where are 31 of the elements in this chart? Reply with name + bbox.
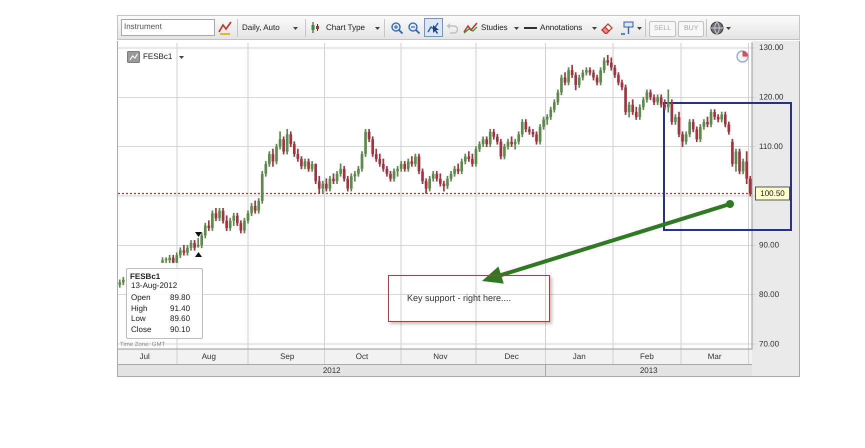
text: Open 89.80	[131, 293, 190, 302]
y-tick-label: 110.00	[759, 142, 784, 151]
text: 2013	[640, 366, 658, 376]
text: High 91.40	[131, 304, 190, 313]
x-tick-label: Dec	[504, 352, 519, 362]
x-tick-label: Jul	[140, 352, 150, 362]
annotation: Key support - right here....	[407, 293, 512, 304]
x-tick-label: Nov	[433, 352, 448, 362]
ref-line-label: 100.50	[760, 189, 786, 198]
text: Chart Type	[326, 23, 365, 33]
annotation: 13-Aug-2012	[131, 281, 178, 291]
y-tick-label: 70.00	[759, 339, 780, 348]
text: Studies	[481, 23, 508, 33]
x-tick-label: Mar	[708, 352, 722, 362]
annotation: FESBc1	[143, 52, 172, 62]
text: Annotations	[540, 23, 582, 33]
y-tick-label: 120.00	[759, 92, 784, 102]
annotation: FESBc1	[130, 272, 160, 282]
x-tick-label: Sep	[280, 352, 295, 362]
x-tick-label: Oct	[356, 352, 369, 362]
text: Daily, Auto	[242, 23, 280, 33]
text: Close 90.10	[131, 325, 190, 334]
y-tick-label: 90.00	[759, 240, 780, 250]
x-tick-label: Jan	[572, 352, 586, 362]
text: Low 89.60	[131, 314, 190, 324]
text: Instrument	[124, 22, 162, 32]
text: 2012	[322, 366, 342, 376]
x-tick-label: Aug	[202, 352, 216, 362]
x-tick-label: Feb	[640, 352, 654, 362]
y-tick-label: 130.00	[759, 43, 784, 52]
y-tick-label: 80.00	[759, 290, 780, 299]
